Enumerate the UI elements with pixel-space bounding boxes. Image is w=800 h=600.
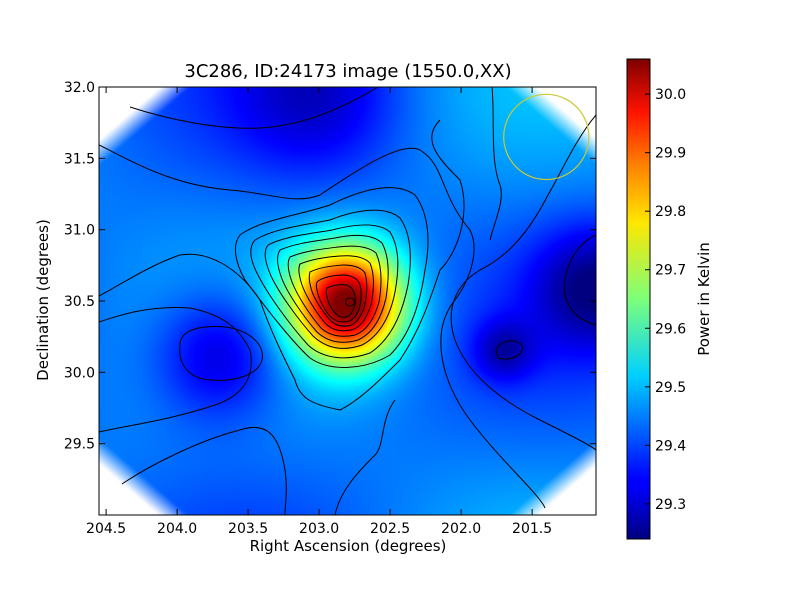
x-tick-label: 204.0 (157, 521, 197, 537)
contour-line (564, 234, 596, 326)
colorbar-tick-label: 30.0 (655, 87, 686, 103)
colorbar-gradient (626, 58, 651, 540)
colorbar-tick-label: 29.7 (655, 263, 686, 279)
colorbar-tick-label: 29.9 (655, 146, 686, 162)
contour-line (489, 87, 502, 241)
colorbar-tick-label: 29.3 (655, 497, 686, 513)
contour-line (345, 297, 355, 307)
x-tick-label: 201.5 (512, 521, 552, 537)
contour-line (277, 234, 389, 343)
x-tick-label: 203.0 (299, 521, 339, 537)
x-tick-label: 203.5 (228, 521, 268, 537)
colorbar-label: Power in Kelvin (695, 242, 713, 356)
contour-line (179, 326, 263, 381)
contour-line (308, 264, 368, 327)
x-tick-label: 204.5 (86, 521, 126, 537)
colorbar-tick-label: 29.6 (655, 321, 686, 337)
contour-line (325, 284, 356, 318)
y-tick-label: 29.5 (64, 437, 95, 453)
plot-area (98, 86, 597, 516)
y-axis: 29.5 30.0 30.5 31.0 31.5 32.0 (64, 80, 596, 453)
x-tick-label: 202.0 (441, 521, 481, 537)
contour-line (495, 340, 523, 360)
heatmap-image (99, 87, 596, 515)
y-tick-label: 30.0 (64, 365, 95, 381)
contour-line (264, 224, 399, 349)
colorbar-ticks: 29.3 29.4 29.5 29.6 29.7 29.8 29.9 30.0 (645, 87, 686, 513)
beam-circle (503, 93, 590, 181)
colorbar: 29.3 29.4 29.5 29.6 29.7 29.8 29.9 30.0 Power i… (626, 58, 713, 540)
y-tick-label: 32.0 (64, 80, 95, 96)
contour-line (250, 209, 411, 359)
contour-line (450, 114, 596, 451)
contour-line (287, 245, 382, 337)
colorbar-tick-label: 29.8 (655, 204, 686, 220)
contour-line (334, 399, 396, 515)
contour-line (99, 306, 252, 433)
contour-line (234, 187, 429, 368)
colorbar-tick-label: 29.5 (655, 380, 686, 396)
x-tick-label: 202.5 (370, 521, 410, 537)
y-tick-label: 30.5 (64, 294, 95, 310)
contour-line (129, 87, 379, 129)
y-tick-label: 31.0 (64, 223, 95, 239)
y-tick-label: 31.5 (64, 151, 95, 167)
contour-line (99, 119, 465, 411)
contour-line (298, 255, 374, 332)
contour-lines (99, 87, 596, 515)
x-axis-label: Right Ascension (degrees) (250, 537, 447, 555)
contour-line (315, 274, 362, 323)
contour-line (121, 426, 287, 515)
contour-line (99, 144, 546, 509)
colorbar-tick-label: 29.4 (655, 438, 686, 454)
chart-title: 3C286, ID:24173 image (1550.0,XX) (184, 61, 511, 82)
x-axis: 204.5 204.0 203.5 203.0 202.5 202.0 201.5 (86, 87, 552, 537)
y-axis-label: Declination (degrees) (34, 219, 52, 381)
